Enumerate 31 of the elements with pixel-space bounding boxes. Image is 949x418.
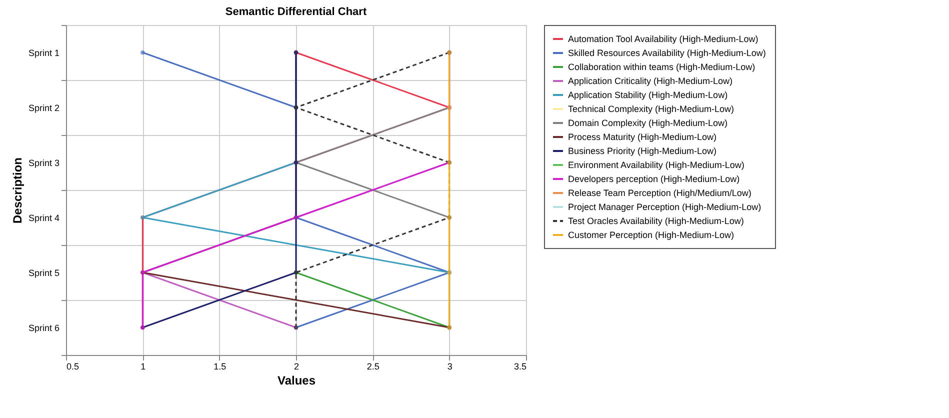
legend-label: Technical Complexity (High-Medium-Low) (568, 104, 734, 114)
legend-label: Test Oracles Availability (High-Medium-Low) (568, 216, 744, 226)
x-tick-label: 2.5 (366, 362, 380, 372)
x-axis-title: Values (277, 374, 316, 388)
legend-label: Release Team Perception (High/Medium/Low) (568, 188, 752, 198)
x-tick-label: 1 (140, 362, 146, 372)
legend-label: Business Priority (High-Medium-Low) (568, 146, 717, 156)
legend-label: Environment Availability (High-Medium-Low) (568, 160, 744, 170)
y-tick-label: Sprint 5 (28, 268, 60, 278)
legend-label: Domain Complexity (High-Medium-Low) (568, 118, 728, 128)
chart-title: Semantic Differential Chart (225, 6, 367, 18)
y-tick-label: Sprint 6 (28, 323, 60, 333)
legend-label: Developers perception (High-Medium-Low) (568, 174, 740, 184)
y-tick-label: Sprint 1 (28, 48, 60, 58)
legend-label: Automation Tool Availability (High-Medium-Low) (568, 34, 758, 44)
legend-label: Application Stability (High-Medium-Low) (568, 90, 728, 100)
y-tick-label: Sprint 4 (28, 213, 60, 223)
y-axis-title: Description (10, 157, 24, 224)
x-tick-label: 2 (294, 362, 300, 372)
y-tick-label: Sprint 3 (28, 158, 60, 168)
x-tick-label: 0.5 (66, 362, 80, 372)
x-tick-label: 3 (447, 362, 452, 372)
x-tick-label: 3.5 (514, 362, 526, 372)
legend-label: Application Criticality (High-Medium-Low) (568, 76, 733, 86)
legend-label: Customer Perception (High-Medium-Low) (568, 230, 734, 240)
x-tick-label: 1.5 (214, 362, 226, 372)
legend-label: Project Manager Perception (High-Medium-Low) (568, 202, 762, 212)
legend-label: Skilled Resources Availability (High-Medium-Low) (568, 48, 766, 58)
y-tick-label: Sprint 2 (28, 103, 60, 113)
legend-label: Process Maturity (High-Medium-Low) (568, 132, 717, 142)
legend-label: Collaboration within teams (High-Medium-Low) (568, 62, 756, 72)
